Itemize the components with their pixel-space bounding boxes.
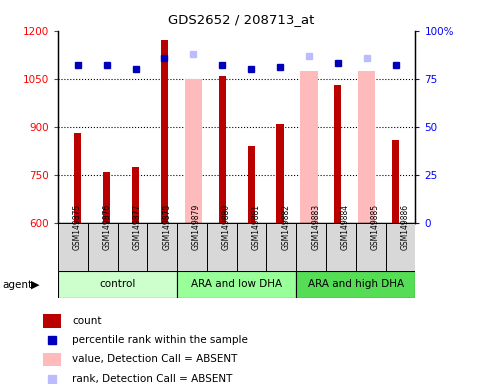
Text: GSM149885: GSM149885 xyxy=(371,204,380,250)
Text: agent: agent xyxy=(2,280,32,290)
Bar xyxy=(88,223,117,271)
Bar xyxy=(58,223,88,271)
Bar xyxy=(356,223,385,271)
Text: rank, Detection Call = ABSENT: rank, Detection Call = ABSENT xyxy=(72,374,232,384)
Text: GSM149884: GSM149884 xyxy=(341,204,350,250)
Text: GSM149880: GSM149880 xyxy=(222,204,231,250)
Text: ▶: ▶ xyxy=(31,280,40,290)
Bar xyxy=(177,223,207,271)
Bar xyxy=(334,85,341,223)
Bar xyxy=(74,133,82,223)
Bar xyxy=(247,146,255,223)
Bar xyxy=(132,167,139,223)
Bar xyxy=(267,223,296,271)
Bar xyxy=(237,223,267,271)
Text: GSM149875: GSM149875 xyxy=(73,204,82,250)
Text: GSM149876: GSM149876 xyxy=(103,204,112,250)
Text: GSM149878: GSM149878 xyxy=(162,204,171,250)
Text: control: control xyxy=(99,279,136,289)
Text: count: count xyxy=(72,316,101,326)
Bar xyxy=(276,124,284,223)
Bar xyxy=(300,71,317,223)
Bar xyxy=(43,314,61,328)
Bar xyxy=(185,79,202,223)
Bar xyxy=(117,223,147,271)
Bar xyxy=(43,353,61,366)
Text: GSM149882: GSM149882 xyxy=(282,204,290,250)
Bar xyxy=(207,223,237,271)
Bar xyxy=(58,271,177,298)
Text: GSM149883: GSM149883 xyxy=(311,204,320,250)
Text: ARA and high DHA: ARA and high DHA xyxy=(308,279,404,289)
Text: GDS2652 / 208713_at: GDS2652 / 208713_at xyxy=(168,13,315,26)
Bar xyxy=(147,223,177,271)
Text: percentile rank within the sample: percentile rank within the sample xyxy=(72,335,248,345)
Bar xyxy=(392,139,399,223)
Bar xyxy=(385,223,415,271)
Bar xyxy=(219,76,226,223)
Bar xyxy=(296,223,326,271)
Bar xyxy=(161,40,168,223)
Text: ARA and low DHA: ARA and low DHA xyxy=(191,279,282,289)
Text: GSM149879: GSM149879 xyxy=(192,204,201,250)
Text: GSM149881: GSM149881 xyxy=(252,204,260,250)
Text: value, Detection Call = ABSENT: value, Detection Call = ABSENT xyxy=(72,354,237,364)
Bar xyxy=(358,71,375,223)
Text: GSM149877: GSM149877 xyxy=(132,204,142,250)
Text: GSM149886: GSM149886 xyxy=(400,204,410,250)
Bar xyxy=(103,172,110,223)
Bar xyxy=(296,271,415,298)
Bar xyxy=(177,271,296,298)
Bar xyxy=(326,223,356,271)
